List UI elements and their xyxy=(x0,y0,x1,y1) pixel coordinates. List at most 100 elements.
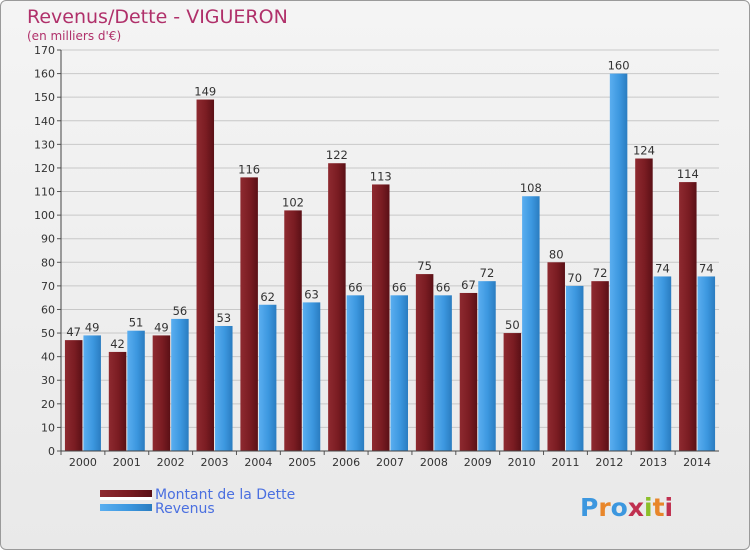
value-label-dette-2008: 75 xyxy=(417,259,432,273)
bar-dette-2010 xyxy=(503,333,522,451)
logo-letter: t xyxy=(653,493,665,522)
value-label-dette-2002: 49 xyxy=(154,320,169,334)
value-label-dette-2001: 42 xyxy=(110,337,125,351)
value-label-revenus-2014: 74 xyxy=(699,261,714,275)
value-label-revenus-2013: 74 xyxy=(655,261,670,275)
y-tick-label: 80 xyxy=(41,256,55,269)
bar-revenus-2003 xyxy=(215,325,233,451)
y-tick-label: 170 xyxy=(34,44,55,57)
legend-label-revenus: Revenus xyxy=(155,501,215,517)
bar-revenus-2000 xyxy=(83,335,101,451)
bar-dette-2012 xyxy=(591,281,609,451)
legend-swatch-separator xyxy=(100,497,152,500)
bar-dette-2004 xyxy=(240,177,258,451)
bar-revenus-2002 xyxy=(171,318,189,451)
x-tick-label-2008: 2008 xyxy=(420,456,448,469)
logo-letter: r xyxy=(598,493,611,522)
value-label-dette-2007: 113 xyxy=(370,169,392,183)
value-label-dette-2003: 149 xyxy=(194,85,216,99)
x-tick-label-2002: 2002 xyxy=(157,456,185,469)
y-tick-label: 30 xyxy=(41,374,55,387)
bar-revenus-2001 xyxy=(127,330,145,451)
bar-revenus-2012 xyxy=(609,73,628,452)
x-tick-label-2009: 2009 xyxy=(464,456,492,469)
x-tick-label-2001: 2001 xyxy=(113,456,141,469)
value-label-dette-2014: 114 xyxy=(677,167,699,181)
bar-revenus-2006 xyxy=(346,295,365,451)
bar-revenus-2011 xyxy=(565,285,584,451)
bar-dette-2013 xyxy=(635,158,653,451)
bar-dette-2011 xyxy=(547,262,565,451)
x-tick-label-2012: 2012 xyxy=(595,456,623,469)
bar-dette-2014 xyxy=(679,182,697,451)
value-label-revenus-2002: 56 xyxy=(173,304,188,318)
logo-letter: x xyxy=(628,493,644,522)
value-label-dette-2010: 50 xyxy=(505,318,520,332)
bar-dette-2008 xyxy=(415,274,434,451)
x-tick-label-2000: 2000 xyxy=(69,456,97,469)
logo-letter: i xyxy=(665,493,674,522)
logo-letter: P xyxy=(580,493,598,522)
y-tick-label: 40 xyxy=(41,351,55,364)
bar-revenus-2008 xyxy=(434,295,452,451)
proxiti-logo: Proxiti xyxy=(580,493,673,522)
y-tick-label: 50 xyxy=(41,327,55,340)
chart-subtitle: (en milliers d'€) xyxy=(27,29,121,43)
bar-dette-2007 xyxy=(372,184,390,451)
x-tick-label-2004: 2004 xyxy=(244,456,272,469)
logo-letter: o xyxy=(611,493,628,522)
value-label-revenus-2008: 66 xyxy=(436,280,451,294)
legend-label-debt: Montant de la Dette xyxy=(155,487,295,503)
bar-revenus-2007 xyxy=(390,295,408,451)
bars xyxy=(64,73,716,452)
value-label-revenus-2007: 66 xyxy=(392,280,407,294)
y-tick-label: 110 xyxy=(34,186,55,199)
value-label-dette-2006: 122 xyxy=(326,148,348,162)
bar-dette-2003 xyxy=(196,99,215,452)
y-tick-label: 120 xyxy=(34,162,55,175)
x-tick-label-2011: 2011 xyxy=(551,456,579,469)
value-label-dette-2005: 102 xyxy=(282,195,304,209)
y-tick-label: 140 xyxy=(34,115,55,128)
axes xyxy=(60,50,719,452)
x-tick-label-2005: 2005 xyxy=(288,456,316,469)
value-label-revenus-2000: 49 xyxy=(85,320,100,334)
value-label-dette-2000: 47 xyxy=(66,325,81,339)
value-label-revenus-2011: 70 xyxy=(567,271,582,285)
value-label-dette-2012: 72 xyxy=(593,266,608,280)
x-tick-label-2013: 2013 xyxy=(639,456,667,469)
x-tick-label-2006: 2006 xyxy=(332,456,360,469)
legend-swatch-debt xyxy=(100,490,152,497)
legend: Montant de la Dette Revenus xyxy=(100,487,295,517)
y-tick-label: 160 xyxy=(34,68,55,81)
x-tick-label-2007: 2007 xyxy=(376,456,404,469)
value-label-revenus-2010: 108 xyxy=(520,181,542,195)
chart-title: Revenus/Dette - VIGUERON xyxy=(27,6,288,28)
y-tick-label: 90 xyxy=(41,233,55,246)
bar-dette-2005 xyxy=(284,210,302,451)
x-axis-ticks: 2000 2001 2002 2003 2004 2005 2006 2007 2008 2009… xyxy=(60,451,711,469)
y-tick-label: 70 xyxy=(41,280,55,293)
y-tick-label: 10 xyxy=(41,421,55,434)
value-label-dette-2009: 67 xyxy=(461,278,476,292)
bar-revenus-2004 xyxy=(258,304,277,451)
bar-revenus-2009 xyxy=(478,281,496,451)
y-tick-label: 60 xyxy=(41,303,55,316)
logo-letter: i xyxy=(644,493,653,522)
value-label-dette-2011: 80 xyxy=(549,247,564,261)
bar-dette-2002 xyxy=(152,335,171,451)
legend-swatch-revenus xyxy=(100,504,152,511)
bar-dette-2000 xyxy=(64,340,83,451)
value-label-dette-2013: 124 xyxy=(633,144,655,158)
x-tick-label-2014: 2014 xyxy=(683,456,711,469)
y-tick-label: 130 xyxy=(34,138,55,151)
bar-revenus-2014 xyxy=(697,276,716,451)
value-label-revenus-2004: 62 xyxy=(260,290,275,304)
value-label-revenus-2005: 63 xyxy=(304,287,319,301)
value-label-revenus-2003: 53 xyxy=(216,311,231,325)
x-tick-label-2003: 2003 xyxy=(201,456,229,469)
value-label-revenus-2012: 160 xyxy=(608,59,630,73)
y-tick-label: 150 xyxy=(34,91,55,104)
y-tick-label: 0 xyxy=(48,445,55,458)
